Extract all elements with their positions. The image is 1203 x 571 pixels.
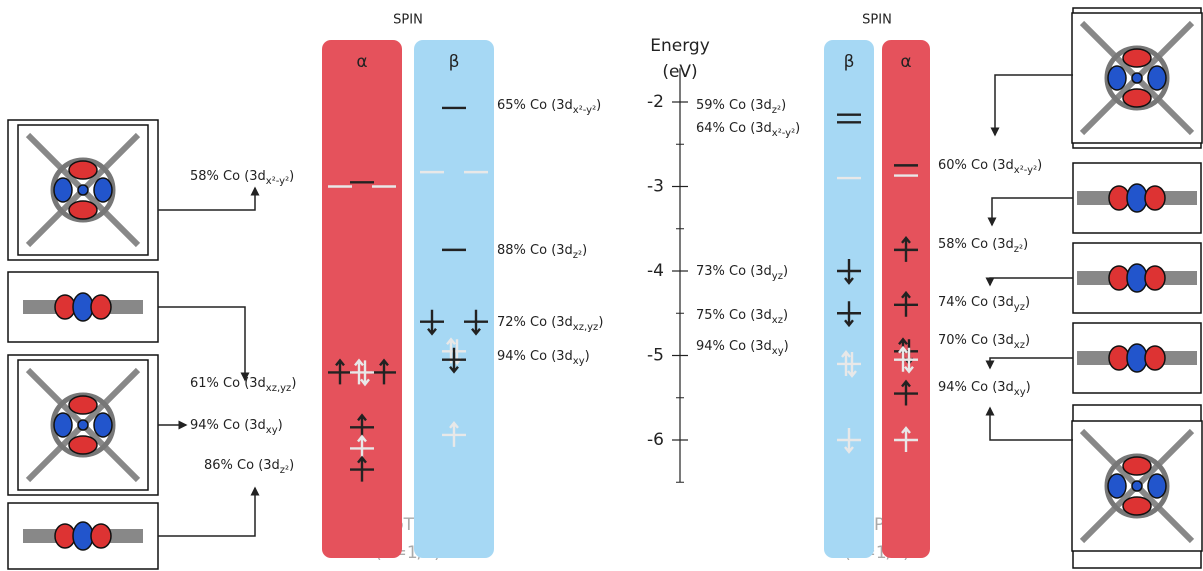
label-text: 94% Co (3d <box>696 339 772 354</box>
label-sub: xy <box>266 425 278 436</box>
label-sub: z² <box>280 465 289 476</box>
label-text: 65% Co (3d <box>497 98 573 113</box>
connectors <box>158 75 1073 536</box>
orbital-label: 88% Co (3dz²) <box>497 243 587 262</box>
label-text: 94% Co (3d <box>938 380 1014 395</box>
spin-label: β <box>449 52 460 72</box>
label-end: ) <box>1025 295 1030 310</box>
label-text: 88% Co (3d <box>497 243 573 258</box>
label-sub: x²-y² <box>772 128 795 139</box>
label-sub: z² <box>1014 244 1023 255</box>
orbital-label: 60% Co (3dx²-y²) <box>938 158 1042 177</box>
label-end: ) <box>781 98 786 113</box>
label-end: ) <box>1037 158 1042 173</box>
label-text: 64% Co (3d <box>696 121 772 136</box>
label-text: 58% Co (3d <box>938 237 1014 252</box>
label-end: ) <box>278 418 283 433</box>
label-text: 60% Co (3d <box>938 158 1014 173</box>
molecule-images <box>8 8 1202 569</box>
label-sub: yz <box>772 271 783 282</box>
label-sub: xz,yz <box>266 383 292 394</box>
label-end: ) <box>783 308 788 323</box>
label-end: ) <box>783 264 788 279</box>
spin-label: β <box>844 52 855 72</box>
label-end: ) <box>596 98 601 113</box>
tick-label: -3 <box>647 177 664 197</box>
orbital-label: 73% Co (3dyz) <box>696 264 788 283</box>
label-end: ) <box>582 243 587 258</box>
axis-unit: (eV) <box>662 62 697 82</box>
orbital-label: 58% Co (3dz²) <box>938 237 1028 256</box>
orbital-label: 86% Co (3dz²) <box>204 458 294 477</box>
spin-label: α <box>356 52 367 72</box>
label-end: ) <box>795 121 800 136</box>
orbital-label: 59% Co (3dz²) <box>696 98 786 117</box>
label-end: ) <box>291 376 296 391</box>
orbital-label: 74% Co (3dyz) <box>938 295 1030 314</box>
label-sub: x²-y² <box>573 105 596 116</box>
orbital-label: 94% Co (3dxy) <box>497 349 590 368</box>
orbital-label: 70% Co (3dxz) <box>938 333 1030 352</box>
tick-label: -2 <box>647 92 664 112</box>
label-end: ) <box>289 169 294 184</box>
label-text: 94% Co (3d <box>190 418 266 433</box>
label-text: 73% Co (3d <box>696 264 772 279</box>
label-sub: xz,yz <box>573 322 599 333</box>
spin-title: SPIN <box>393 13 423 28</box>
spin-column <box>824 40 874 558</box>
orbital-label: 72% Co (3dxz,yz) <box>497 315 603 334</box>
label-text: 72% Co (3d <box>497 315 573 330</box>
spin-label: α <box>900 52 911 72</box>
label-text: 94% Co (3d <box>497 349 573 364</box>
label-text: 86% Co (3d <box>204 458 280 473</box>
spin-title: SPIN <box>862 13 892 28</box>
diagram: Energy(eV)-2-3-4-5-6SPINCoTPP(S=1/2)αβ65… <box>0 0 1203 571</box>
label-text: 59% Co (3d <box>696 98 772 113</box>
label-sub: z² <box>573 250 582 261</box>
label-text: 70% Co (3d <box>938 333 1014 348</box>
orbital-label: 58% Co (3dx²-y²) <box>190 169 294 188</box>
label-sub: z² <box>772 105 781 116</box>
label-sub: x²-y² <box>266 176 289 187</box>
label-end: ) <box>1026 380 1031 395</box>
label-end: ) <box>1023 237 1028 252</box>
label-text: 75% Co (3d <box>696 308 772 323</box>
label-end: ) <box>585 349 590 364</box>
label-end: ) <box>289 458 294 473</box>
label-sub: xy <box>1014 387 1026 398</box>
tick-label: -6 <box>647 430 664 450</box>
label-sub: x²-y² <box>1014 165 1037 176</box>
label-text: 74% Co (3d <box>938 295 1014 310</box>
tick-label: -5 <box>647 346 664 366</box>
orbital-label: 94% Co (3dxy) <box>190 418 283 437</box>
orbital-label: 61% Co (3dxz,yz) <box>190 376 296 395</box>
label-sub: xz <box>772 315 783 326</box>
label-end: ) <box>784 339 789 354</box>
orbital-label: 75% Co (3dxz) <box>696 308 788 327</box>
orbital-label: 65% Co (3dx²-y²) <box>497 98 601 117</box>
axis-title: Energy <box>650 36 710 56</box>
label-end: ) <box>1025 333 1030 348</box>
label-sub: yz <box>1014 302 1025 313</box>
spin-column <box>414 40 494 558</box>
label-sub: xz <box>1014 340 1025 351</box>
tick-label: -4 <box>647 261 664 281</box>
label-sub: xy <box>772 346 784 357</box>
orbital-label: 94% Co (3dxy) <box>938 380 1031 399</box>
label-end: ) <box>598 315 603 330</box>
orbital-label: 94% Co (3dxy) <box>696 339 789 358</box>
label-sub: xy <box>573 356 585 367</box>
orbital-label: 64% Co (3dx²-y²) <box>696 121 800 140</box>
label-text: 61% Co (3d <box>190 376 266 391</box>
label-text: 58% Co (3d <box>190 169 266 184</box>
